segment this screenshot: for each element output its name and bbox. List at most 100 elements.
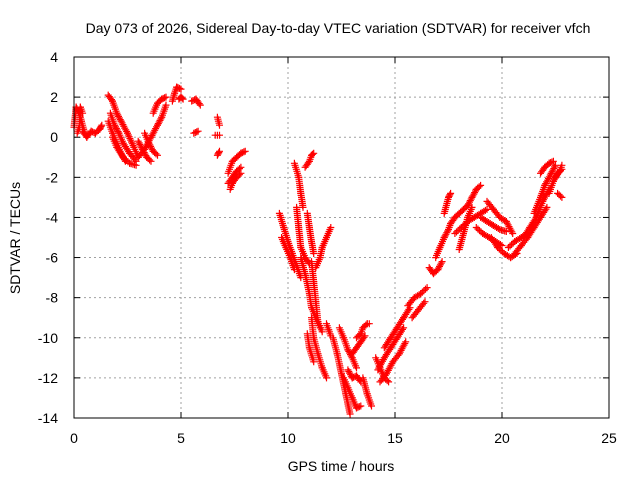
x-tick-label: 5 — [177, 430, 185, 446]
data-point — [176, 84, 184, 92]
data-point — [547, 169, 555, 177]
data-point — [549, 177, 557, 185]
data-point — [178, 94, 186, 102]
data-point — [548, 158, 556, 166]
data-point — [549, 157, 557, 165]
data-point — [402, 338, 410, 346]
data-point — [345, 368, 353, 375]
data-point — [290, 266, 298, 274]
data-point — [441, 232, 449, 240]
data-point — [139, 147, 147, 155]
data-point — [549, 166, 557, 174]
data-point — [138, 144, 146, 152]
data-point — [353, 364, 360, 372]
data-point — [121, 157, 129, 165]
data-point — [399, 325, 406, 333]
data-point — [475, 183, 483, 191]
data-point — [435, 264, 443, 272]
data-point — [494, 225, 502, 232]
data-point — [115, 114, 123, 122]
data-point — [327, 224, 335, 231]
data-point — [476, 227, 483, 234]
data-point — [494, 244, 502, 251]
data-point — [117, 149, 125, 157]
data-point — [136, 140, 144, 148]
data-point — [79, 109, 87, 117]
data-point — [357, 402, 365, 410]
data-point — [309, 150, 317, 158]
data-point — [552, 161, 559, 169]
data-point — [146, 141, 154, 149]
data-point — [469, 192, 477, 200]
data-point — [237, 163, 245, 171]
data-point — [438, 258, 446, 266]
data-point — [420, 287, 428, 295]
data-point — [146, 156, 154, 164]
data-point — [236, 171, 243, 179]
data-point — [344, 366, 352, 374]
data-point — [440, 234, 448, 241]
data-point — [557, 192, 564, 200]
data-point — [447, 189, 455, 197]
y-tick-label: -2 — [46, 169, 59, 185]
data-point — [177, 85, 185, 93]
data-point — [195, 100, 203, 108]
data-point — [310, 250, 318, 257]
data-point — [98, 121, 106, 129]
data-point — [543, 203, 551, 211]
data-point — [383, 377, 391, 385]
data-point — [508, 241, 516, 248]
data-point — [497, 247, 505, 254]
data-point — [437, 259, 445, 267]
data-point — [112, 124, 120, 132]
data-point — [147, 142, 155, 150]
data-point — [179, 95, 187, 103]
data-point — [508, 228, 516, 236]
data-point — [466, 198, 473, 206]
data-point — [299, 203, 307, 211]
data-point — [108, 96, 115, 104]
data-point — [154, 151, 161, 159]
plot-frame — [73, 56, 610, 419]
data-point — [550, 165, 558, 172]
data-point — [467, 195, 475, 203]
data-point — [157, 115, 165, 123]
data-point — [115, 112, 122, 120]
data-point — [344, 346, 352, 354]
data-point — [128, 138, 135, 146]
data-point — [216, 121, 223, 129]
data-point — [451, 230, 459, 237]
data-point — [137, 142, 145, 150]
data-point — [481, 206, 489, 214]
data-point — [454, 227, 462, 234]
data-points — [70, 83, 566, 418]
data-point — [436, 262, 443, 270]
chart-title: Day 073 of 2026, Sidereal Day-to-day VTE… — [86, 20, 591, 36]
data-point — [466, 197, 474, 205]
data-point — [193, 128, 201, 136]
data-point — [400, 324, 408, 332]
data-point — [318, 328, 326, 336]
data-point — [114, 128, 122, 136]
data-point — [417, 290, 425, 298]
data-point — [401, 340, 409, 347]
data-point — [436, 261, 444, 269]
y-tick-label: -14 — [38, 410, 58, 426]
data-point — [154, 120, 162, 128]
data-point — [241, 147, 249, 155]
data-point — [237, 169, 245, 177]
x-axis-label: GPS time / hours — [288, 458, 395, 474]
data-point — [442, 230, 450, 238]
x-tick-label: 20 — [494, 430, 510, 446]
data-point — [360, 333, 368, 341]
data-point — [542, 205, 550, 213]
data-point — [470, 190, 478, 198]
data-point — [113, 126, 121, 134]
data-point — [495, 245, 503, 253]
data-point — [423, 284, 431, 292]
data-point — [323, 374, 330, 382]
data-point — [443, 229, 451, 237]
data-point — [548, 168, 556, 176]
